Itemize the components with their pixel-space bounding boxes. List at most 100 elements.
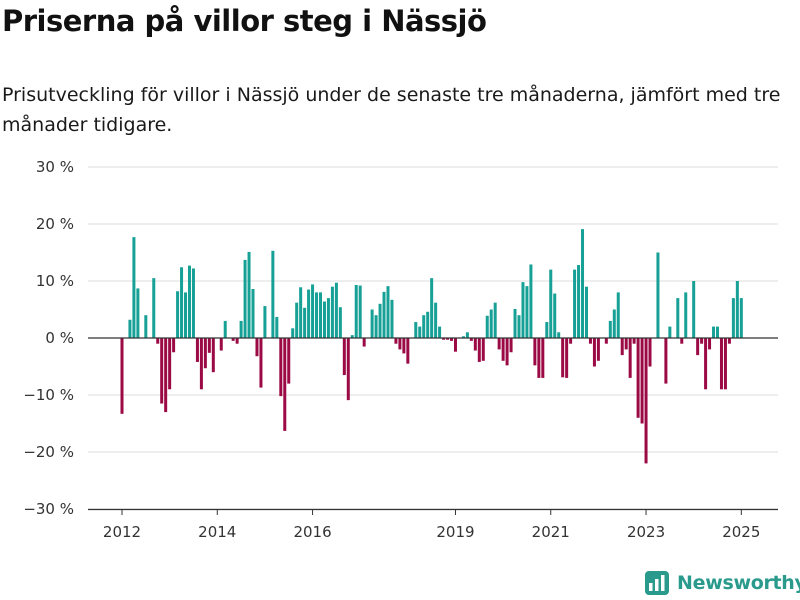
bar xyxy=(735,281,739,338)
bar xyxy=(573,269,577,338)
bar xyxy=(239,320,243,338)
y-tick-label: 10 % xyxy=(36,272,74,290)
bar xyxy=(390,299,394,338)
bar xyxy=(160,338,164,404)
bar xyxy=(231,338,235,341)
y-tick-label: −10 % xyxy=(23,386,74,404)
x-tick-label: 2016 xyxy=(293,523,331,541)
bar xyxy=(398,338,402,350)
bar xyxy=(541,338,545,378)
bar xyxy=(473,338,477,351)
bar xyxy=(727,338,731,344)
bar xyxy=(577,265,581,338)
bar xyxy=(374,315,378,338)
bar xyxy=(434,302,438,338)
bar xyxy=(291,328,295,338)
bar xyxy=(283,338,287,431)
bar xyxy=(716,326,719,338)
bar xyxy=(378,303,382,338)
bar xyxy=(517,315,521,338)
bar xyxy=(723,338,727,390)
bar xyxy=(509,338,513,353)
bar xyxy=(442,338,446,340)
bar xyxy=(493,302,497,338)
chart-subtitle: Prisutveckling för villor i Nässjö under… xyxy=(2,84,781,136)
bar xyxy=(394,338,398,344)
bar xyxy=(402,338,406,354)
x-tick-label: 2019 xyxy=(436,523,474,541)
bar xyxy=(184,292,188,338)
bar xyxy=(438,326,442,338)
y-tick-label: −30 % xyxy=(23,500,74,518)
bar xyxy=(533,338,537,366)
bar xyxy=(414,322,418,338)
bar xyxy=(303,307,307,338)
bar xyxy=(521,282,525,338)
bar xyxy=(731,298,735,338)
bar xyxy=(624,338,628,350)
bar xyxy=(168,338,172,390)
bar xyxy=(180,267,184,338)
bar xyxy=(450,338,454,341)
bar xyxy=(596,338,600,361)
x-tick-label: 2012 xyxy=(103,523,141,541)
bar xyxy=(620,338,624,356)
bar xyxy=(338,307,342,338)
bar xyxy=(187,265,191,338)
bar xyxy=(644,338,648,464)
bar xyxy=(640,338,644,424)
latest-value-label: 7 % xyxy=(733,150,762,154)
bar xyxy=(136,288,140,338)
bar xyxy=(549,269,553,338)
bar xyxy=(370,309,374,338)
bar xyxy=(696,338,700,356)
bar xyxy=(191,268,195,338)
bar xyxy=(132,237,136,338)
bar xyxy=(497,338,501,350)
bar xyxy=(326,298,330,338)
bars xyxy=(120,229,743,464)
bar xyxy=(330,286,334,338)
bar xyxy=(505,338,509,366)
bar xyxy=(569,338,573,344)
bar xyxy=(247,251,251,338)
bar xyxy=(128,319,132,338)
bar xyxy=(315,292,319,338)
bar xyxy=(668,326,672,338)
y-tick-label: 20 % xyxy=(36,215,74,233)
bar xyxy=(692,281,696,338)
bar xyxy=(608,320,612,338)
bar xyxy=(545,322,549,338)
bar xyxy=(704,338,708,390)
bar xyxy=(557,332,561,338)
bar xyxy=(354,284,358,338)
bar xyxy=(406,338,410,364)
bar xyxy=(708,338,712,350)
bar xyxy=(719,338,723,390)
bar xyxy=(255,338,259,357)
bar xyxy=(319,292,322,338)
bar xyxy=(469,338,473,341)
bar xyxy=(676,298,680,338)
annotations: 7 % xyxy=(733,150,762,154)
bar xyxy=(489,309,493,338)
bar xyxy=(172,338,176,353)
bar xyxy=(211,338,215,373)
bar xyxy=(513,308,517,338)
bar xyxy=(664,338,668,384)
bar xyxy=(346,338,350,401)
bar xyxy=(342,338,346,376)
bar xyxy=(636,338,640,418)
bar xyxy=(529,264,533,338)
bar xyxy=(207,338,211,353)
x-tick-label: 2023 xyxy=(627,523,665,541)
bar xyxy=(164,338,168,413)
bar xyxy=(203,338,207,369)
y-tick-label: 30 % xyxy=(36,158,74,176)
bar xyxy=(195,338,199,362)
bar xyxy=(362,338,366,347)
bar xyxy=(279,338,283,397)
bar xyxy=(581,229,585,338)
newsworthy-brand[interactable]: Newsworthy xyxy=(644,568,800,598)
bar xyxy=(426,311,430,338)
